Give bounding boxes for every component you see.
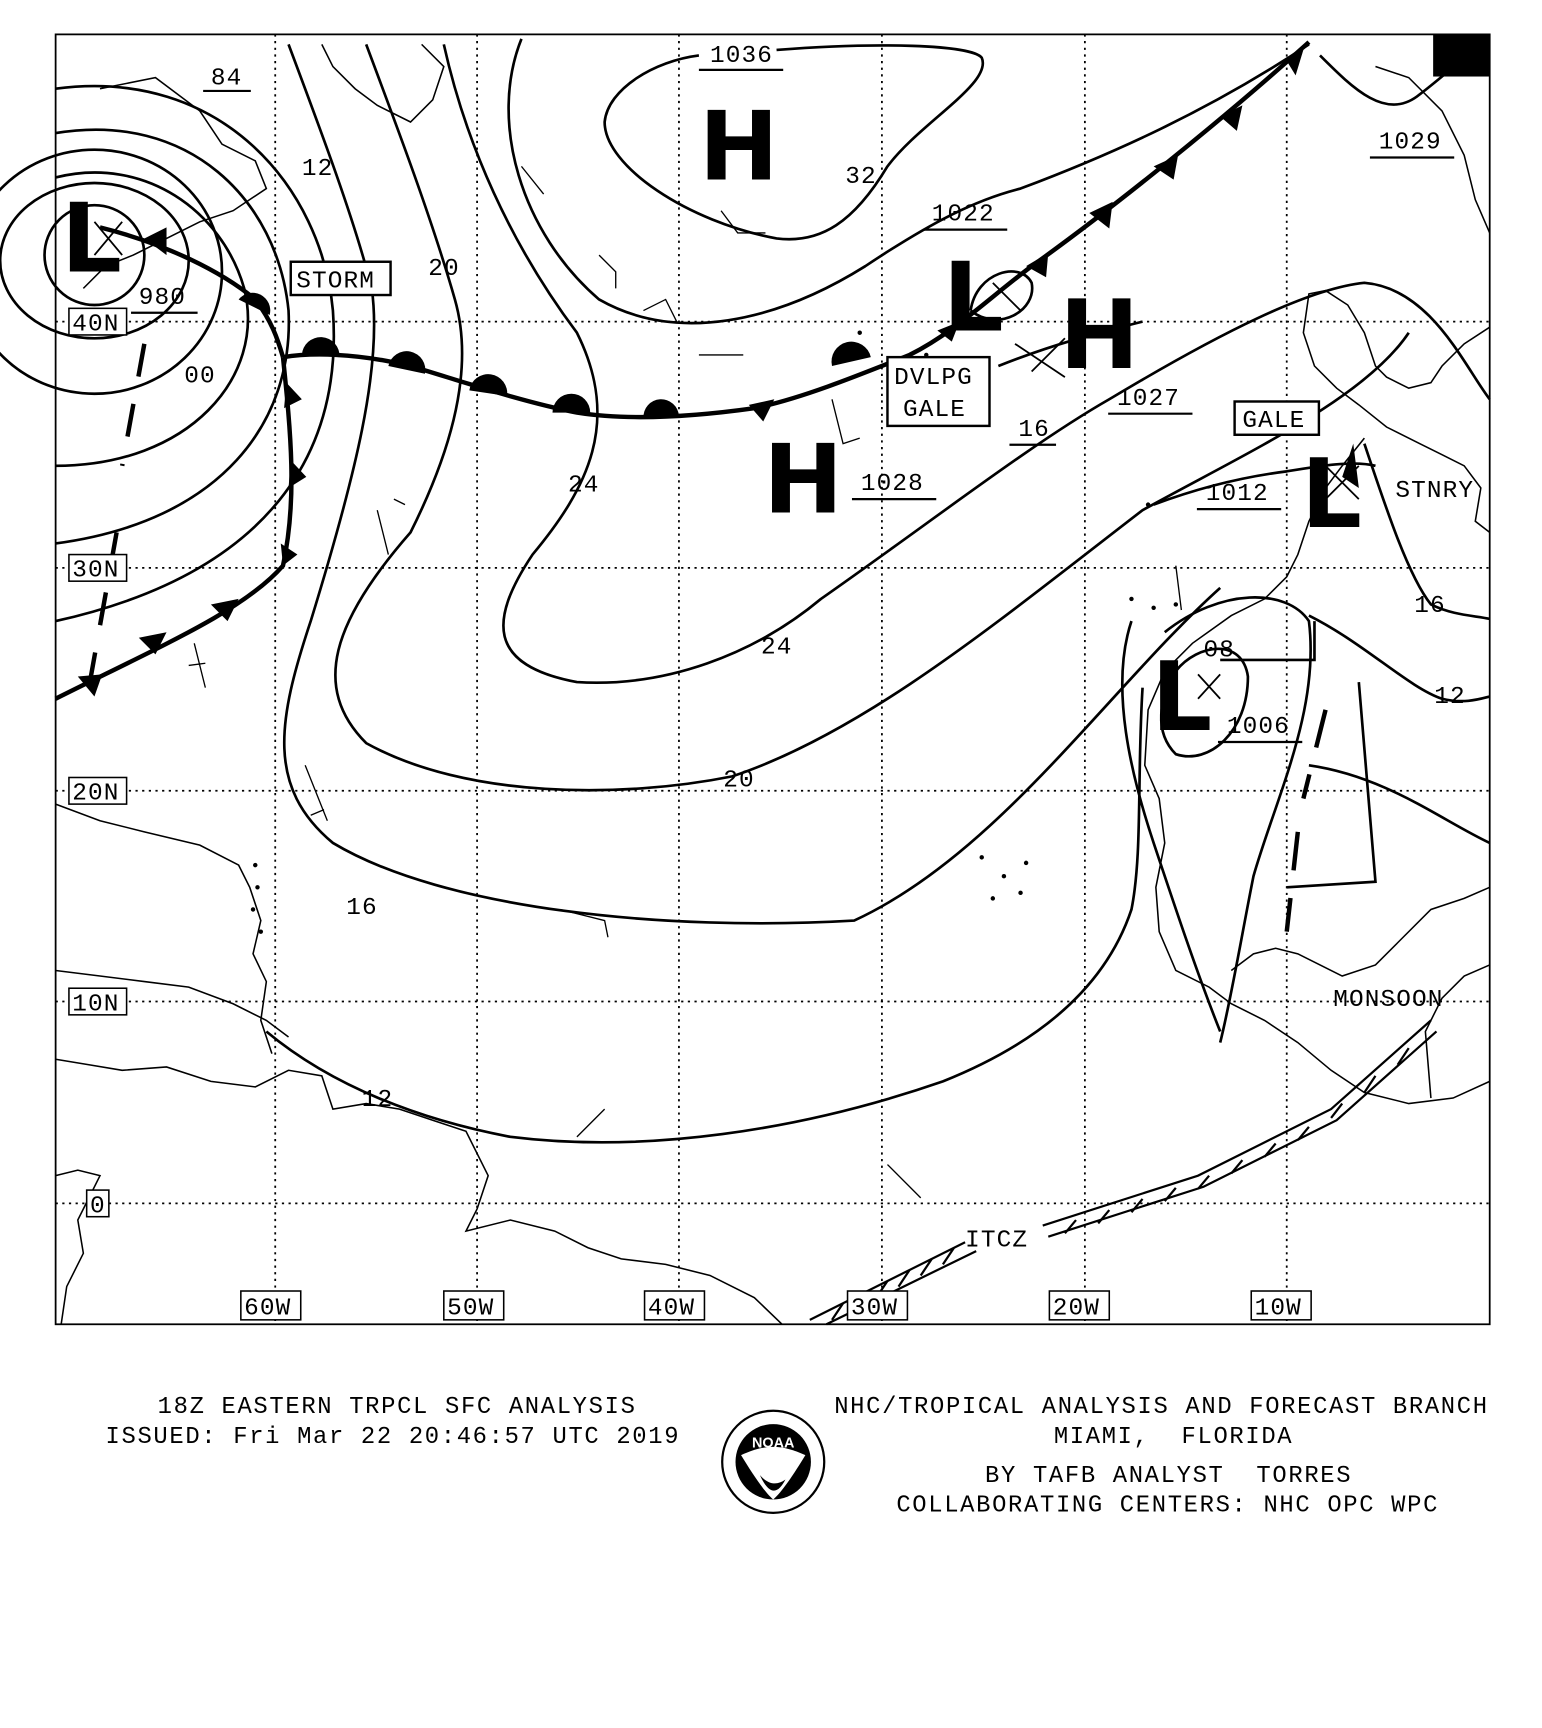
issued-timestamp: ISSUED: Fri Mar 22 20:46:57 UTC 2019	[106, 1424, 681, 1451]
isobar-label: 1012	[1206, 481, 1269, 508]
isobar-label: 24	[761, 634, 793, 661]
isobar-1027-e	[997, 320, 1143, 368]
isobar-label: 1028	[861, 471, 924, 498]
isobar-label: 1027	[1117, 386, 1180, 413]
noaa-logo: NOAA	[721, 1409, 826, 1514]
isobar-label: 12	[302, 156, 334, 183]
isobar-12-s	[265, 687, 1144, 1144]
isobar-16-e	[1363, 443, 1491, 621]
cold-front-west	[54, 356, 294, 701]
high-center-partial	[1433, 34, 1490, 77]
lat-labels: 40N 30N 20N 10N 0	[68, 307, 128, 1220]
isobar-label: 980	[139, 285, 186, 312]
isobar-label: 20	[428, 256, 460, 283]
isobar-12-e	[1308, 614, 1491, 703]
isobar-1008	[1163, 596, 1312, 1043]
isobar-label: 32	[845, 164, 877, 191]
wind-barbs	[188, 165, 1183, 1199]
isobar-labels: 84 12 20 980 00 24 1036 32 1022 1028 16 …	[131, 43, 1465, 1114]
svg-text:NOAA: NOAA	[752, 1435, 795, 1451]
branch-name: NHC/TROPICAL ANALYSIS AND FORECAST BRANC…	[834, 1394, 1488, 1421]
isobar-label: 16	[1414, 593, 1446, 620]
stationary-front-mark	[1342, 443, 1359, 489]
lon-label: 40W	[648, 1295, 695, 1322]
coastlines	[55, 43, 1491, 1325]
lon-label: 10W	[1255, 1295, 1302, 1322]
isobar-16-s	[1120, 620, 1222, 1032]
isobar-label: 00	[184, 364, 216, 391]
low-center-letter: L	[1151, 642, 1212, 753]
lat-label: 20N	[72, 781, 119, 808]
center-cross-marks	[93, 221, 1360, 700]
warm-front-low	[99, 225, 286, 358]
lat-label: 30N	[72, 558, 119, 585]
lat-label: 10N	[72, 991, 119, 1018]
isobar-label: 12	[1434, 684, 1465, 711]
low-center-letter: L	[943, 243, 1004, 354]
surface-trough-box	[1220, 621, 1377, 889]
low-1022-loop	[969, 270, 1034, 321]
product-title: 18Z EASTERN TRPCL SFC ANALYSIS	[158, 1394, 637, 1421]
isobar-24	[442, 44, 1491, 685]
weather-fronts	[54, 40, 1438, 1326]
isobar-label: 1029	[1379, 130, 1442, 157]
stationary-front-label: STNRY	[1395, 478, 1474, 505]
pressure-centers: L H H L H L L	[61, 34, 1490, 753]
warm-front-semicircles	[238, 292, 871, 419]
isobar-1036	[603, 44, 985, 241]
gale-warning-label: GALE	[903, 397, 966, 424]
high-center-letter: H	[1059, 280, 1139, 391]
lon-label: 50W	[447, 1295, 494, 1322]
storm-warning-label: STORM	[296, 268, 375, 295]
cold-front-east	[753, 40, 1311, 411]
collaborating-centers: COLLABORATING CENTERS: NHC OPC WPC	[896, 1493, 1439, 1520]
isobar-label: 1006	[1227, 714, 1290, 741]
isobar-label: 16	[1018, 417, 1050, 444]
isobar-label: 12	[362, 1087, 393, 1114]
graticule	[55, 34, 1490, 1325]
isobar-label: 24	[568, 472, 600, 499]
isobar-label: 1022	[932, 202, 995, 229]
isobar-label: 08	[1204, 638, 1236, 665]
monsoon-trough-label: MONSOON	[1333, 987, 1443, 1014]
branch-location: MIAMI, FLORIDA	[1054, 1424, 1293, 1451]
isobar-label: 16	[346, 895, 378, 922]
isobar-label: 20	[723, 767, 755, 794]
isobar-1022	[507, 38, 1310, 325]
lon-label: 60W	[244, 1295, 291, 1322]
lon-label: 20W	[1053, 1295, 1100, 1322]
isobar-label: 1036	[710, 43, 773, 70]
isobar-980	[43, 203, 146, 307]
lon-labels: 60W 50W 40W 30W 20W 10W	[240, 1290, 1312, 1322]
footer: 18Z EASTERN TRPCL SFC ANALYSIS ISSUED: F…	[106, 1394, 1488, 1520]
map-frame	[54, 33, 1491, 1326]
isobar-20	[334, 43, 1410, 792]
isobar-1006	[1159, 647, 1250, 758]
high-center-letter: H	[699, 92, 779, 203]
isobar-label: 84	[211, 65, 243, 92]
lat-label: 40N	[72, 312, 119, 339]
warning-labels: STORM DVLPG GALE GALE STNRY MONSOON ITCZ	[289, 260, 1474, 1255]
lon-label: 30W	[851, 1295, 898, 1322]
developing-label: DVLPG	[894, 365, 973, 392]
lat-label: 0	[90, 1193, 106, 1220]
low-center-letter: L	[61, 184, 122, 295]
high-center-letter: H	[763, 424, 843, 535]
itcz-label: ITCZ	[965, 1228, 1028, 1255]
cold-front-triangles	[77, 49, 1304, 697]
analyst-name: BY TAFB ANALYST TORRES	[985, 1463, 1352, 1490]
gale-warning-label: GALE	[1242, 408, 1305, 435]
trough-africa	[1284, 709, 1328, 932]
